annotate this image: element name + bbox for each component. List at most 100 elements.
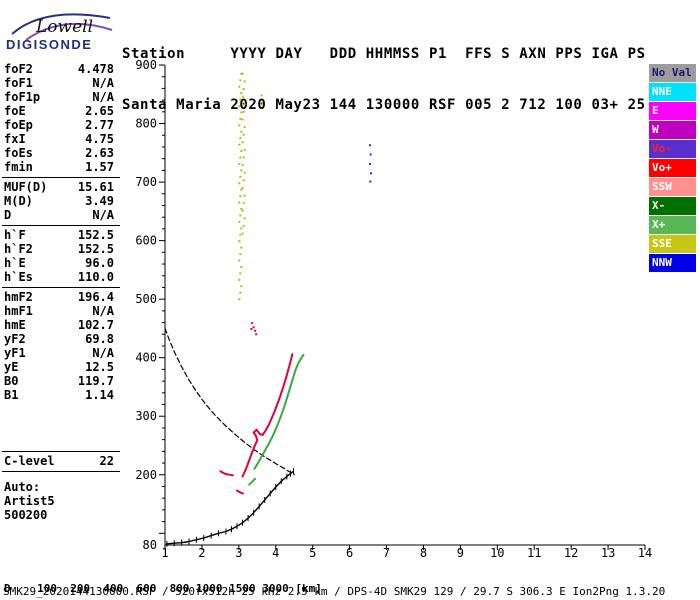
- param-row-fmin: fmin 1.57: [2, 160, 120, 174]
- x-tick-label: 1: [161, 546, 168, 560]
- param-row-500200: 500200: [2, 508, 120, 522]
- legend-item-sse: SSE: [649, 235, 696, 253]
- param-label: foEs: [4, 146, 33, 160]
- x-tick-label: 11: [527, 546, 541, 560]
- param-label: hmE: [4, 318, 26, 332]
- param-row-fof1p: foF1p N/A: [2, 90, 120, 104]
- param-label: MUF(D): [4, 180, 48, 194]
- param-row-d: D N/A: [2, 208, 120, 222]
- legend-item-vo+: Vo+: [649, 159, 696, 177]
- param-row-hes: h`Es 110.0: [2, 270, 120, 284]
- param-label: foF2: [4, 62, 33, 76]
- param-row-hf2: h`F2 152.5: [2, 242, 120, 256]
- legend-item-ssw: SSW: [649, 178, 696, 196]
- param-label: yE: [4, 360, 19, 374]
- station-header: Station YYYY DAY DDD HHMMSS P1 FFS S AXN…: [122, 12, 646, 148]
- status-bar: SMK29_2020144130000.RSF / 520fx512h 25 k…: [3, 585, 666, 598]
- x-tick-label: 6: [346, 546, 353, 560]
- param-value: 4.478: [77, 62, 114, 76]
- param-row-foe: foE 2.65: [2, 104, 120, 118]
- param-value: 1.57: [85, 160, 114, 174]
- param-label: foF1: [4, 76, 33, 90]
- param-value: N/A: [92, 90, 114, 104]
- param-value: N/A: [92, 208, 114, 222]
- x-tick-label: 8: [420, 546, 427, 560]
- param-label: foE: [4, 104, 26, 118]
- param-value: 152.5: [77, 228, 114, 242]
- y-tick-label: 900: [135, 58, 157, 72]
- param-label: Auto:: [4, 480, 41, 494]
- param-label: Artist5: [4, 494, 55, 508]
- param-label: h`E: [4, 256, 26, 270]
- param-row-mufd: MUF(D) 15.61: [2, 180, 120, 194]
- direction-doppler-legend: No Val NNE E W Vo- Vo+ SSW X- X+ SSE NNW: [649, 64, 696, 273]
- param-row-b1: B1 1.14: [2, 388, 120, 402]
- param-label: B1: [4, 388, 19, 402]
- param-group: C-level 22: [2, 451, 120, 472]
- param-value: 2.77: [85, 118, 114, 132]
- legend-item-x-: X-: [649, 197, 696, 215]
- param-value: 96.0: [85, 256, 114, 270]
- param-row-fof2: foF2 4.478: [2, 62, 120, 76]
- param-row-fof1: foF1 N/A: [2, 76, 120, 90]
- param-value: N/A: [92, 346, 114, 360]
- param-label: M(D): [4, 194, 33, 208]
- legend-item-nnw: NNW: [649, 254, 696, 272]
- param-group: MUF(D) 15.61 M(D) 3.49 D N/A: [2, 178, 120, 226]
- rfi-noise-columns: [238, 72, 246, 301]
- param-label: h`F: [4, 228, 26, 242]
- param-row-yf1: yF1 N/A: [2, 346, 120, 360]
- param-value: 102.7: [77, 318, 114, 332]
- legend-item-nne: NNE: [649, 83, 696, 101]
- param-label: h`F2: [4, 242, 33, 256]
- param-label: fmin: [4, 160, 33, 174]
- param-label: hmF2: [4, 290, 33, 304]
- spread-echo-dots: [250, 322, 258, 336]
- param-row-md: M(D) 3.49: [2, 194, 120, 208]
- x-tick-label: 10: [490, 546, 504, 560]
- param-group: h`F 152.5 h`F2 152.5 h`E 96.0 h`Es 110.0: [2, 226, 120, 288]
- lowell-digisonde-logo: Lowell DIGISONDE: [4, 4, 118, 54]
- param-row-he: h`E 96.0: [2, 256, 120, 270]
- param-label: fxI: [4, 132, 26, 146]
- param-group: hmF2 196.4 hmF1 N/A hmE 102.7 yF2 69.8 yF1 N/A yE 1…: [2, 288, 120, 405]
- param-row-hme: hmE 102.7: [2, 318, 120, 332]
- y-tick-label: 600: [135, 234, 157, 248]
- param-value: 2.63: [85, 146, 114, 160]
- x-tick-label: 5: [309, 546, 316, 560]
- legend-item-x+: X+: [649, 216, 696, 234]
- param-row-auto: Auto:: [2, 480, 120, 494]
- x-tick-label: 9: [457, 546, 464, 560]
- param-label: foF1p: [4, 90, 41, 104]
- param-group: Auto: Artist5 500200: [2, 472, 120, 525]
- param-value: 1.14: [85, 388, 114, 402]
- param-label: 500200: [4, 508, 48, 522]
- x-tick-label: 12: [564, 546, 578, 560]
- logo-arc-icon: [25, 22, 113, 41]
- param-label: D: [4, 208, 12, 222]
- param-value: N/A: [92, 304, 114, 318]
- param-label: yF1: [4, 346, 26, 360]
- param-label: C-level: [4, 454, 55, 468]
- parameter-panel: foF2 4.478 foF1 N/A foF1p N/A foE 2.65 foEp 2.77 f…: [2, 60, 120, 525]
- param-row-foes: foEs 2.63: [2, 146, 120, 160]
- y-tick-label: 80: [143, 538, 157, 552]
- param-value: 22: [99, 454, 114, 468]
- param-label: B0: [4, 374, 19, 388]
- param-row-clevel: C-level 22: [2, 454, 120, 468]
- x-tick-label: 14: [638, 546, 652, 560]
- x-tick-label: 2: [198, 546, 205, 560]
- param-value: 15.61: [77, 180, 114, 194]
- param-row-foep: foEp 2.77: [2, 118, 120, 132]
- param-value: 119.7: [77, 374, 114, 388]
- interference-dots: [368, 144, 373, 183]
- rfi-noise-dots: [260, 94, 264, 104]
- param-label: yF2: [4, 332, 26, 346]
- y-tick-label: 300: [135, 409, 157, 423]
- param-value: 110.0: [77, 270, 114, 284]
- o-mode-echo-trace: [219, 353, 294, 495]
- header-values: Santa Maria 2020 May23 144 130000 RSF 00…: [122, 97, 646, 113]
- param-row-hmf1: hmF1 N/A: [2, 304, 120, 318]
- y-tick-label: 800: [135, 117, 157, 131]
